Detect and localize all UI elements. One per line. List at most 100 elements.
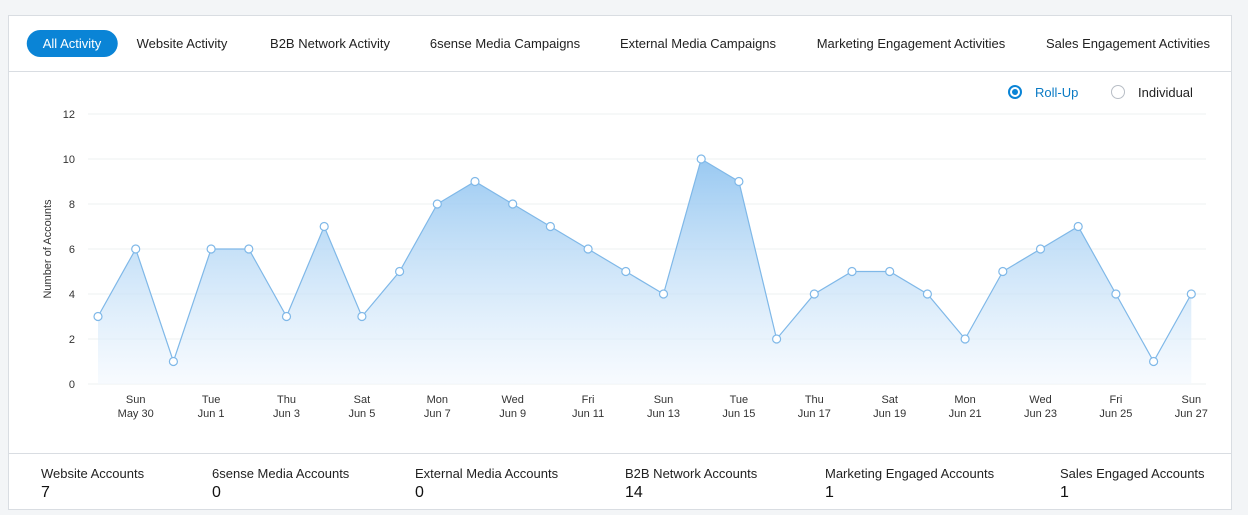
data-point [545,221,556,232]
x-tick-day: Sun [126,394,146,406]
x-tick-date: Jun 21 [949,408,982,420]
data-point [998,266,1008,277]
x-tick-date: Jun 25 [1099,408,1132,420]
data-point [583,244,593,254]
tab-all-activity[interactable]: All Activity [26,30,118,57]
individual-radio-dot [1111,85,1125,99]
data-point [319,221,329,232]
stat-external-media-accounts: External Media Accounts 0 [415,466,558,502]
stat-label: 6sense Media Accounts [212,466,350,481]
x-tick-date: Jun 11 [572,408,604,420]
chart-area: Roll-Up Individual 0 2 4 6 8 10 12 Number of Ac… [9,72,1231,453]
stat-value: 0 [212,484,221,501]
x-tick-date: Jun 17 [798,408,831,420]
x-tick-day: Sun [1182,394,1202,406]
individual-radio-label: Individual [1138,84,1193,100]
individual-radio[interactable]: Individual [1111,82,1193,102]
series-area [98,159,1192,384]
y-tick-label: 4 [69,289,75,301]
data-point [696,154,706,164]
data-point [960,334,970,344]
x-tick-day: Tue [730,394,749,406]
stat-value: 14 [625,484,643,501]
x-tick-date: Jun 3 [273,408,300,420]
accounts-area-chart: 0 2 4 6 8 10 12 Number of Accounts Sun May 30 Tue J… [42,109,1208,420]
x-tick-day: Fri [1109,394,1122,406]
data-point [357,311,367,322]
x-tick-date: Jun 15 [722,408,755,420]
rollup-radio-label: Roll-Up [1035,84,1079,100]
data-point [168,356,178,367]
x-tick-day: Thu [277,394,296,406]
rollup-radio-dot [1008,85,1022,99]
x-tick-day: Wed [501,394,523,406]
tab-website-activity[interactable]: Website Activity [136,36,228,51]
stat-value: 0 [415,484,424,501]
x-tick-date: Jun 13 [647,408,680,420]
data-point [432,199,442,209]
stat-value: 7 [41,484,50,501]
x-tick-day: Sun [654,394,674,406]
stat-label: Marketing Engaged Accounts [825,466,995,481]
data-point [1035,244,1046,254]
stat-value: 1 [1060,484,1069,501]
y-axis-label: Number of Accounts [42,199,54,299]
data-point [734,176,744,187]
x-tick-day: Mon [954,394,975,406]
x-tick-date: Jun 23 [1024,408,1057,420]
tab-b2b-network-activity[interactable]: B2B Network Activity [270,36,390,51]
x-tick-date: Jun 5 [348,408,375,420]
y-tick-label: 12 [63,109,75,121]
x-tick-day: Tue [202,394,221,406]
stat-marketing-engaged-accounts: Marketing Engaged Accounts 1 [825,466,994,502]
data-point [206,244,216,254]
data-point [244,244,254,254]
data-point [1148,356,1159,367]
data-point [809,289,819,299]
data-point [847,266,857,277]
stat-website-accounts: Website Accounts 7 [41,466,144,502]
data-point [508,199,518,209]
rollup-radio[interactable]: Roll-Up [1008,82,1078,102]
data-point [1111,289,1121,299]
x-tick-date: May 30 [118,408,154,420]
data-point [395,266,405,277]
x-tick-day: Thu [805,394,824,406]
series-line [97,158,1192,364]
x-tick-day: Sat [881,394,898,406]
data-point [1186,289,1196,299]
y-tick-label: 0 [69,379,75,391]
x-tick-date: Jun 9 [499,408,526,420]
x-tick-day: Wed [1029,394,1051,406]
data-point [470,176,480,187]
stat-label: External Media Accounts [415,466,559,481]
y-tick-label: 10 [63,154,75,166]
data-point [1073,221,1083,232]
data-point [131,244,141,254]
x-tick-day: Sat [354,394,371,406]
tab-external-media-campaigns[interactable]: External Media Campaigns [619,36,777,51]
x-tick-date: Jun 27 [1175,408,1208,420]
stat-b2b-network-accounts: B2B Network Accounts 14 [625,466,757,502]
stat-label: B2B Network Accounts [625,466,758,481]
stat-value: 1 [825,484,834,501]
data-point [658,289,669,299]
y-tick-label: 8 [69,199,75,211]
data-point [93,311,103,322]
data-point [281,311,292,322]
tab-6sense-media-campaigns[interactable]: 6sense Media Campaigns [429,36,581,51]
stats-bar: Website Accounts 7 6sense Media Accounts… [9,453,1231,511]
y-tick-label: 2 [69,334,75,346]
stat-6sense-media-accounts: 6sense Media Accounts 0 [212,466,349,502]
data-point [885,266,895,277]
stat-label: Sales Engaged Accounts [1060,466,1205,481]
tab-sales-engagement-activities[interactable]: Sales Engagement Activities [1045,36,1211,51]
activity-card: All Activity Website Activity B2B Networ… [8,15,1232,510]
tab-marketing-engagement-activities[interactable]: Marketing Engagement Activities [816,36,1006,51]
stat-sales-engaged-accounts: Sales Engaged Accounts 1 [1060,466,1205,502]
x-tick-day: Mon [427,394,448,406]
x-tick-date: Jun 7 [424,408,451,420]
x-tick-date: Jun 1 [198,408,225,420]
stat-label: Website Accounts [41,466,145,481]
x-tick-day: Fri [582,394,595,406]
